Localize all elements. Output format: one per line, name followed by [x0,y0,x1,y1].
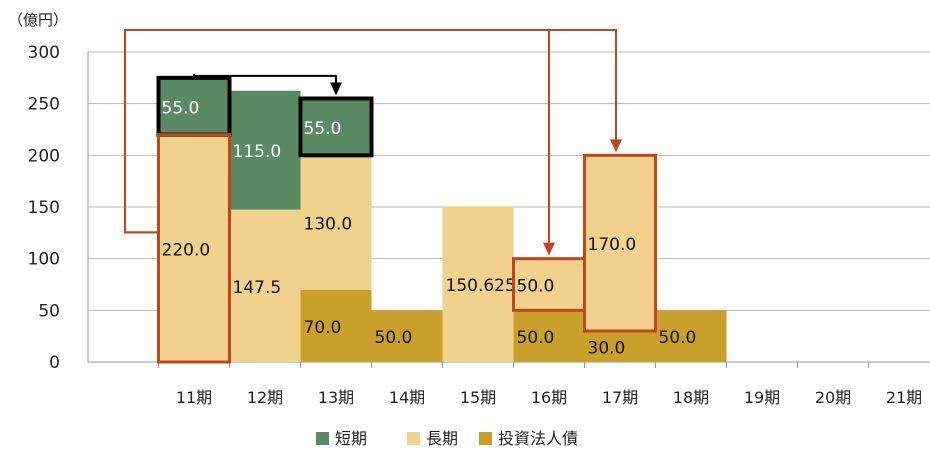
x-category-label: 14期 [389,388,425,407]
data-label: 50.0 [375,328,413,348]
x-category-label: 12期 [247,388,283,407]
data-label: 55.0 [304,119,342,139]
y-tick-label: 150 [28,198,60,218]
y-tick-label: 100 [28,250,60,270]
x-category-label: 15期 [460,388,496,407]
bar-segment [158,134,230,362]
legend-label: 投資法人債 [498,429,578,448]
x-category-label: 13期 [318,388,354,407]
x-category-label: 18期 [673,388,709,407]
bar-segment [371,310,443,362]
bar-segment [655,310,727,362]
data-label: 220.0 [162,240,211,260]
legend-label: 短期 [335,429,367,448]
x-category-label: 16期 [531,388,567,407]
data-label: 50.0 [517,277,555,297]
bar-segment [158,77,230,135]
bar-segment [300,289,372,362]
x-category-label: 11期 [176,388,212,407]
x-axis-category-labels: 11期 12期 13期 14期 15期 16期 17期 18期 19期 20期 21期 [176,388,922,407]
arrow-line [193,73,337,83]
data-label: 150.625 [446,276,516,296]
y-tick-label: 0 [49,353,60,373]
data-label: 50.0 [517,328,555,348]
data-label: 115.0 [233,142,282,162]
bar-segment [229,209,301,362]
bar-segment [229,90,301,210]
transfer-arrows [124,29,622,256]
x-category-label: 17期 [602,388,638,407]
bar-segment [584,331,656,362]
data-label: 147.5 [233,278,282,298]
arrow-head [610,139,622,153]
bar-segment [442,206,514,362]
data-labels: 220.055.0147.5115.070.0130.055.050.0150.… [162,98,697,358]
x-category-label: 20期 [815,388,851,407]
bar-segment [300,98,372,156]
bar-segment [300,155,372,290]
legend-swatch [479,432,492,445]
legend-label: 長期 [426,429,458,448]
data-label: 70.0 [304,318,342,338]
y-tick-label: 200 [28,146,60,166]
data-label: 30.0 [588,339,626,359]
bar-segment [584,155,656,331]
bar-stacks [158,77,727,362]
legend-swatch [316,432,329,445]
y-axis-unit-label: （億円） [8,11,68,29]
data-label: 170.0 [588,235,637,255]
highlight-box [583,153,657,333]
legend-swatch [407,432,420,445]
y-tick-label: 300 [28,43,60,63]
data-label: 130.0 [304,215,353,235]
bar-segment [513,310,585,362]
x-category-label: 21期 [886,388,922,407]
arrow-head [330,82,342,96]
data-label: 55.0 [162,98,200,118]
bar-segment [513,258,585,311]
legend: 短期 長期 投資法人債 [316,429,578,448]
arrow-line [124,29,617,234]
x-category-label: 19期 [744,388,780,407]
y-tick-label: 250 [28,95,60,115]
highlight-box [157,133,231,364]
arrow-head [543,242,555,256]
highlight-box [298,96,374,158]
y-tick-label: 50 [38,301,60,321]
data-label: 50.0 [659,328,697,348]
y-axis-tick-labels: 0 50 100 150 200 250 300 [28,43,60,373]
highlight-boxes [156,75,657,364]
